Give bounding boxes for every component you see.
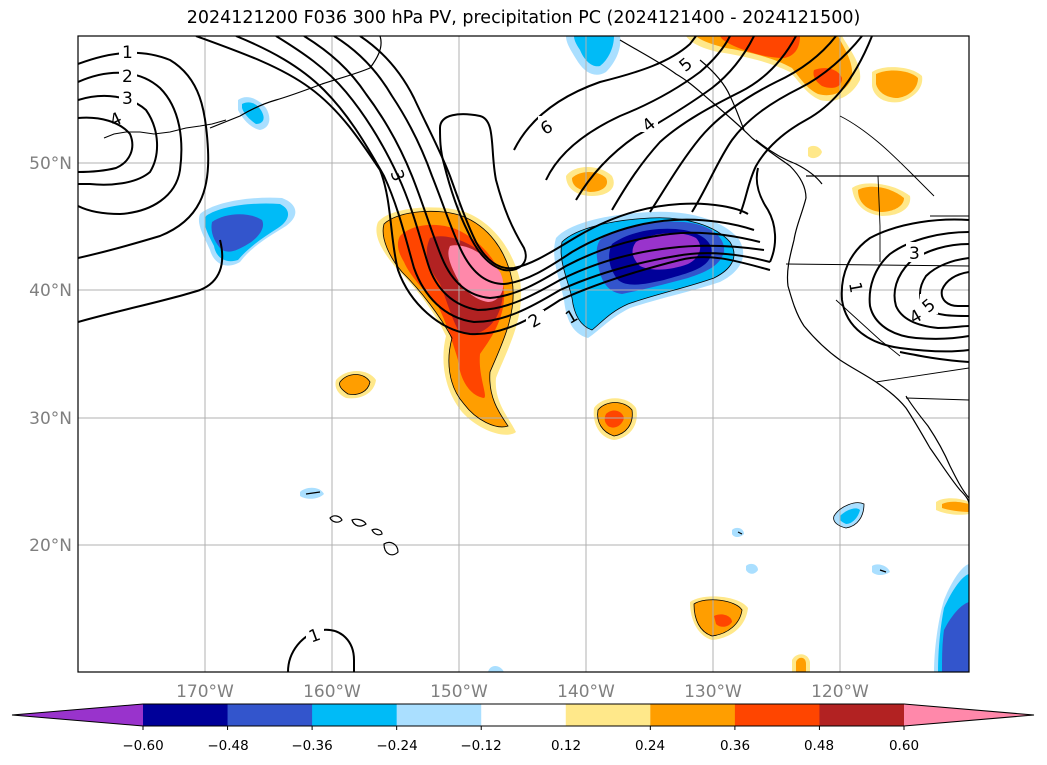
precip-positive-area [572,172,608,192]
graticule [78,36,969,672]
pv-contour-3 [438,113,527,272]
pv-contour [899,351,969,363]
pv-contour-1 [840,218,969,353]
colorbar-tick-label: 0.48 [804,738,834,754]
colorbar-extend-min [12,704,143,726]
pv-contour [275,36,765,312]
colorbar-bin [734,704,820,726]
colorbar-tick-label: 0.60 [889,738,919,754]
colorbar-bin [143,704,229,726]
colorbar-tick-label: −0.36 [291,738,332,754]
colorbar-tick-label: 0.24 [635,738,665,754]
lat-label: 50°N [29,154,72,174]
plot-area [78,36,969,672]
lon-label: 140°W [557,682,615,702]
precip-negative-area [839,508,860,524]
contour-label: 1 [122,43,133,63]
precip-negative-area [211,214,264,252]
pv-contour [755,167,776,263]
precip-positive-area [448,245,504,302]
colorbar-bin [819,704,905,726]
precip-positive-area [813,68,842,88]
colorbar-extend-max [904,704,1034,726]
precip-positive-area [942,501,969,512]
contour-label: 3 [909,244,920,264]
colorbar [11,703,1035,730]
pv-contour-4 [919,257,969,317]
colorbar-tick-label: −0.48 [207,738,248,754]
pv-contour [333,36,755,286]
contour-labels: 1 2 3 4 6 3 2 1 4 5 3 1 4 5 1 [107,41,940,647]
plot-frame [77,35,970,673]
contour-label: 2 [122,67,133,87]
colorbar-tick-label: 0.12 [551,738,581,754]
pv-contour-6 [545,36,731,181]
colorbar-tick-label: −0.60 [122,738,163,754]
precip-positive-area [858,186,904,212]
pv-contour-4 [78,116,134,173]
longitude-labels: 170°W 160°W 150°W 140°W 130°W 120°W [176,682,869,702]
colorbar-tick-label: −0.12 [460,738,501,754]
precip-positive-area [714,614,732,627]
colorbar-bin [312,704,398,726]
lat-label: 40°N [29,281,72,301]
precip-negative-area [574,36,614,67]
pv-contour [78,239,224,323]
pv-contour [513,36,697,151]
precip-negative-area [942,602,969,672]
lon-label: 120°W [811,682,869,702]
pv-contour [303,36,761,300]
latitude-labels: 50°N 40°N 30°N 20°N [29,154,72,556]
colorbar-bin [565,704,651,726]
precip-positive-area [720,36,800,58]
precip-positive-area [876,70,918,98]
lon-label: 160°W [303,682,361,702]
pv-contour [575,36,755,201]
coastlines [103,36,969,573]
pv-contour-4 [611,36,797,211]
colorbar-tick-label: 0.36 [720,738,750,754]
colorbar-tick-labels: −0.60 −0.48 −0.36 −0.24 −0.12 0.12 0.24 … [122,738,919,754]
lon-label: 130°W [684,682,742,702]
contour-label: 3 [122,89,133,109]
precip-negative-area [242,102,264,124]
lon-label: 150°W [430,682,488,702]
colorbar-bin [227,704,313,726]
pv-contour [739,36,873,215]
colorbar-bin [650,704,736,726]
contour-label: 1 [844,281,866,295]
pv-contours [78,36,969,672]
colorbar-bin [481,704,567,726]
figure-title: 2024121200 F036 300 hPa PV, precipitatio… [186,8,861,28]
pv-contour [691,36,863,213]
precip-positive-area [339,374,370,395]
precip-negative-area [746,563,758,574]
precip-positive-area [796,657,806,672]
colorbar-tick-label: −0.24 [376,738,417,754]
pv-contour-3 [893,243,969,330]
colorbar-bin [396,704,482,726]
lat-label: 20°N [29,536,72,556]
pv-contour-1 [78,51,210,259]
precip-negative-area [488,666,504,672]
lon-label: 170°W [176,682,234,702]
precip-positive-area [604,410,624,428]
pv-contour [235,36,771,324]
lat-label: 30°N [29,409,72,429]
pv-contour [868,231,969,340]
pv-contour-5 [940,271,969,307]
pv-contour [359,36,749,270]
precip-outlines [339,210,865,637]
pv-contour [649,36,837,213]
pv-contour [195,36,771,336]
precip-positive-area [808,145,822,159]
